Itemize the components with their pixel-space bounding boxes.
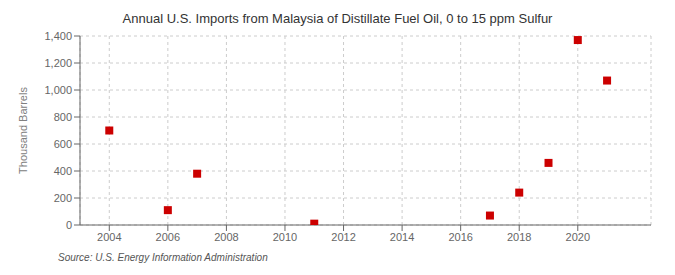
svg-text:2016: 2016 [448,231,472,243]
svg-text:400: 400 [54,165,72,177]
svg-text:2004: 2004 [97,231,121,243]
html-text:Source: U.S. Energy Informatio: Source: U.S. Energy Information Administ… [58,252,268,263]
svg-text:1,400: 1,400 [44,30,72,42]
svg-text:600: 600 [54,138,72,150]
svg-text:2008: 2008 [214,231,238,243]
html-text:Annual U.S. Imports from Malay: Annual U.S. Imports from Malaysia of Dis… [122,11,553,26]
svg-text:200: 200 [54,192,72,204]
svg-text:1,000: 1,000 [44,84,72,96]
svg-text:0: 0 [66,219,72,231]
svg-text:2012: 2012 [331,231,355,243]
svg-text:Thousand Barrels: Thousand Barrels [17,87,29,174]
svg-text:2006: 2006 [156,231,180,243]
svg-text:2018: 2018 [507,231,531,243]
svg-text:2020: 2020 [566,231,590,243]
svg-text:2014: 2014 [390,231,414,243]
svg-text:2010: 2010 [273,231,297,243]
svg-text:800: 800 [54,111,72,123]
svg-text:1,200: 1,200 [44,57,72,69]
